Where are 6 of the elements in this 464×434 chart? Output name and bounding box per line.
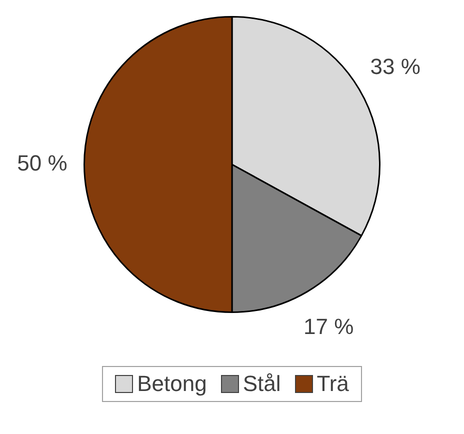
data-label: 50 % [17, 150, 68, 176]
legend-label: Trä [316, 371, 349, 397]
data-label: 33 % [370, 54, 420, 79]
legend-label: Betong [137, 371, 207, 397]
legend-label: Stål [242, 371, 281, 397]
data-label: 17 % [304, 314, 354, 339]
